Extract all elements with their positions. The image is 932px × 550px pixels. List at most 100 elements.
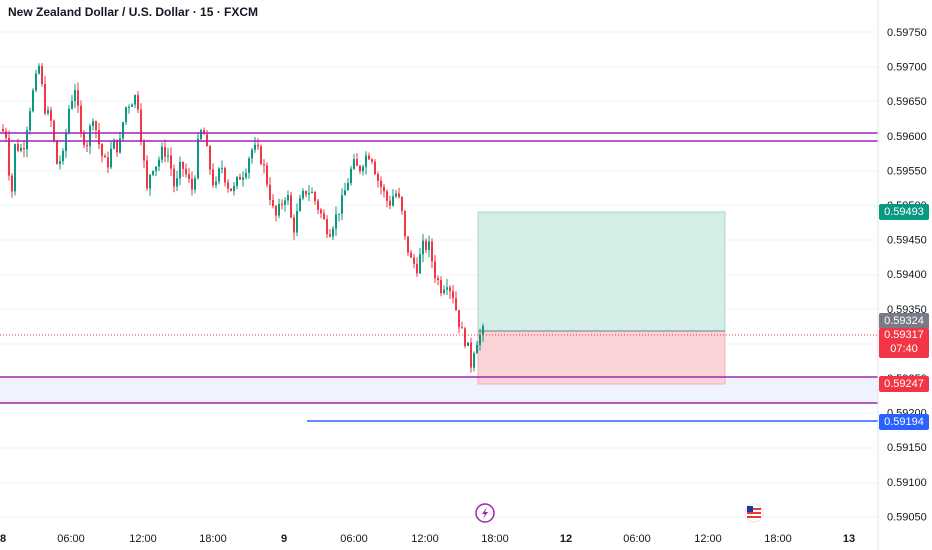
time-axis-label: 06:00 <box>623 533 651 545</box>
candle-body <box>413 257 415 264</box>
candle-body <box>125 107 127 123</box>
target-price-tag: 0.59493 <box>879 204 929 220</box>
candle-body <box>182 161 184 169</box>
time-axis-label: 06:00 <box>57 533 85 545</box>
candle-body <box>329 234 331 237</box>
candle-body <box>248 158 250 173</box>
candle-body <box>287 195 289 201</box>
candle-body <box>407 236 409 253</box>
candle-body <box>71 101 73 109</box>
candle-body <box>482 326 484 335</box>
candle-body <box>350 168 352 184</box>
candle-body <box>131 104 133 107</box>
candle-body <box>380 180 382 188</box>
candle-body <box>176 178 178 187</box>
candle-body <box>80 105 82 133</box>
candle-body <box>401 196 403 211</box>
candle-body <box>101 144 103 156</box>
candle-body <box>290 195 292 218</box>
price-axis-label: 0.59050 <box>887 511 927 523</box>
candles <box>2 63 484 373</box>
candle-body <box>332 228 334 237</box>
candle-body <box>314 192 316 201</box>
candle-body <box>29 111 31 131</box>
blue-level-price-tag: 0.59194 <box>879 414 929 430</box>
candle-body <box>38 66 40 74</box>
long-position-tool[interactable] <box>477 211 726 385</box>
candle-body <box>170 155 172 169</box>
candle-body <box>404 210 406 237</box>
bar-countdown: 07:40 <box>890 343 918 355</box>
candle-body <box>215 181 217 186</box>
candle-body <box>134 95 136 105</box>
candle-body <box>440 279 442 294</box>
candle-body <box>128 106 130 108</box>
candle-body <box>137 95 139 110</box>
candle-body <box>425 240 427 250</box>
candle-body <box>452 291 454 299</box>
candle-body <box>317 200 319 210</box>
candle-body <box>392 196 394 206</box>
candle-body <box>77 90 79 106</box>
candle-body <box>302 190 304 199</box>
candle-body <box>95 121 97 131</box>
candle-body <box>116 139 118 153</box>
candle-body <box>386 191 388 201</box>
candle-body <box>281 203 283 205</box>
candle-body <box>32 90 34 112</box>
candle-body <box>356 159 358 166</box>
lightning-icon[interactable] <box>475 503 495 523</box>
candle-body <box>8 137 10 176</box>
candle-body <box>152 170 154 175</box>
time-axis-label: 06:00 <box>340 533 368 545</box>
candle-body <box>2 128 4 132</box>
candle-body <box>467 342 469 346</box>
candle-body <box>311 192 313 194</box>
candle-body <box>167 155 169 157</box>
price-axis-label: 0.59700 <box>887 62 927 74</box>
candle-body <box>140 109 142 142</box>
candle-body <box>455 298 457 311</box>
candle-body <box>158 159 160 167</box>
candle-body <box>92 121 94 126</box>
current-price-tag: 0.59317 07:40 <box>879 328 929 358</box>
time-axis[interactable]: 8 06:00 12:00 18:00 9 06:00 12:00 18:00 12 06:00 1… <box>0 533 855 545</box>
price-axis-label: 0.59100 <box>887 477 927 489</box>
us-flag-icon-canton <box>747 506 753 512</box>
candle-body <box>5 131 7 138</box>
candle-body <box>14 144 16 192</box>
candle-body <box>149 174 151 189</box>
target-zone <box>477 211 726 332</box>
price-axis-label: 0.59400 <box>887 269 927 281</box>
candle-body <box>323 213 325 220</box>
price-axis-label: 0.59450 <box>887 235 927 247</box>
candle-body <box>464 328 466 346</box>
entry-price-tag: 0.59324 <box>879 313 929 329</box>
candle-body <box>89 125 91 147</box>
time-axis-label: 12:00 <box>129 533 157 545</box>
candle-body <box>191 178 193 190</box>
candle-body <box>362 166 364 172</box>
time-axis-label: 18:00 <box>764 533 792 545</box>
candle-body <box>266 165 268 185</box>
candle-body <box>251 149 253 159</box>
candle-body <box>308 193 310 195</box>
price-axis[interactable]: 0.597500.597000.596500.596000.595500.595… <box>887 27 927 523</box>
price-axis-label: 0.59550 <box>887 165 927 177</box>
us-flag-icon-stripe <box>747 512 761 514</box>
candle-body <box>224 167 226 183</box>
candle-body <box>437 278 439 280</box>
candle-body <box>17 144 19 151</box>
candle-body <box>422 240 424 255</box>
us-flag-icon-stripe <box>747 508 761 510</box>
candle-body <box>143 141 145 161</box>
candle-body <box>173 168 175 187</box>
candle-body <box>98 130 100 145</box>
candle-body <box>83 132 85 146</box>
us-flag-icon[interactable] <box>744 503 764 523</box>
candle-body <box>212 169 214 186</box>
candle-body <box>341 195 343 214</box>
candle-body <box>194 178 196 190</box>
candle-body <box>41 66 43 84</box>
